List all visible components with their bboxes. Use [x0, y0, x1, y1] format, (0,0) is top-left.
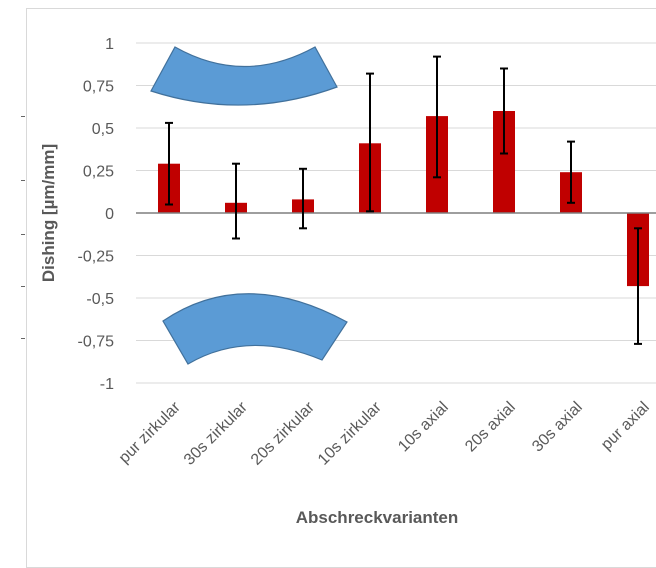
y-tick-label: 1: [105, 36, 114, 53]
x-tick-label: pur axial: [598, 399, 653, 454]
concave-lens-shape: [150, 46, 338, 106]
bars: [158, 111, 649, 287]
x-tick-label: 10s axial: [395, 399, 452, 456]
bar: [493, 111, 515, 213]
y-tick-labels: 1 0,75 0,5 0,25 0 -0,25 -0,5 -0,75 -1: [78, 36, 115, 393]
y-axis-label: Dishing [µm/mm]: [39, 144, 58, 282]
error-bars: [165, 55, 642, 345]
x-tick-label: pur zirkular: [116, 398, 184, 466]
x-tick-label: 30s zirkular: [181, 398, 251, 468]
x-axis-label: Abschreckvarianten: [296, 508, 459, 527]
lens-shapes: [150, 46, 348, 365]
x-tick-label: 20s zirkular: [248, 398, 318, 468]
convex-lens-shape: [162, 293, 348, 365]
y-tick-label: -0,75: [78, 334, 115, 351]
x-tick-label: 20s axial: [462, 399, 519, 456]
y-tick-label: -0,5: [86, 291, 114, 308]
x-tick-label: 30s axial: [529, 399, 586, 456]
y-tick-label: -1: [100, 376, 114, 393]
gridlines: [136, 42, 656, 384]
y-tick-label: 0,75: [83, 79, 114, 96]
y-tick-label: 0: [105, 206, 114, 223]
y-tick-label: -0,25: [78, 249, 115, 266]
y-tick-label: 0,25: [83, 164, 114, 181]
y-tick-label: 0,5: [92, 121, 114, 138]
x-tick-label: 10s zirkular: [315, 398, 385, 468]
